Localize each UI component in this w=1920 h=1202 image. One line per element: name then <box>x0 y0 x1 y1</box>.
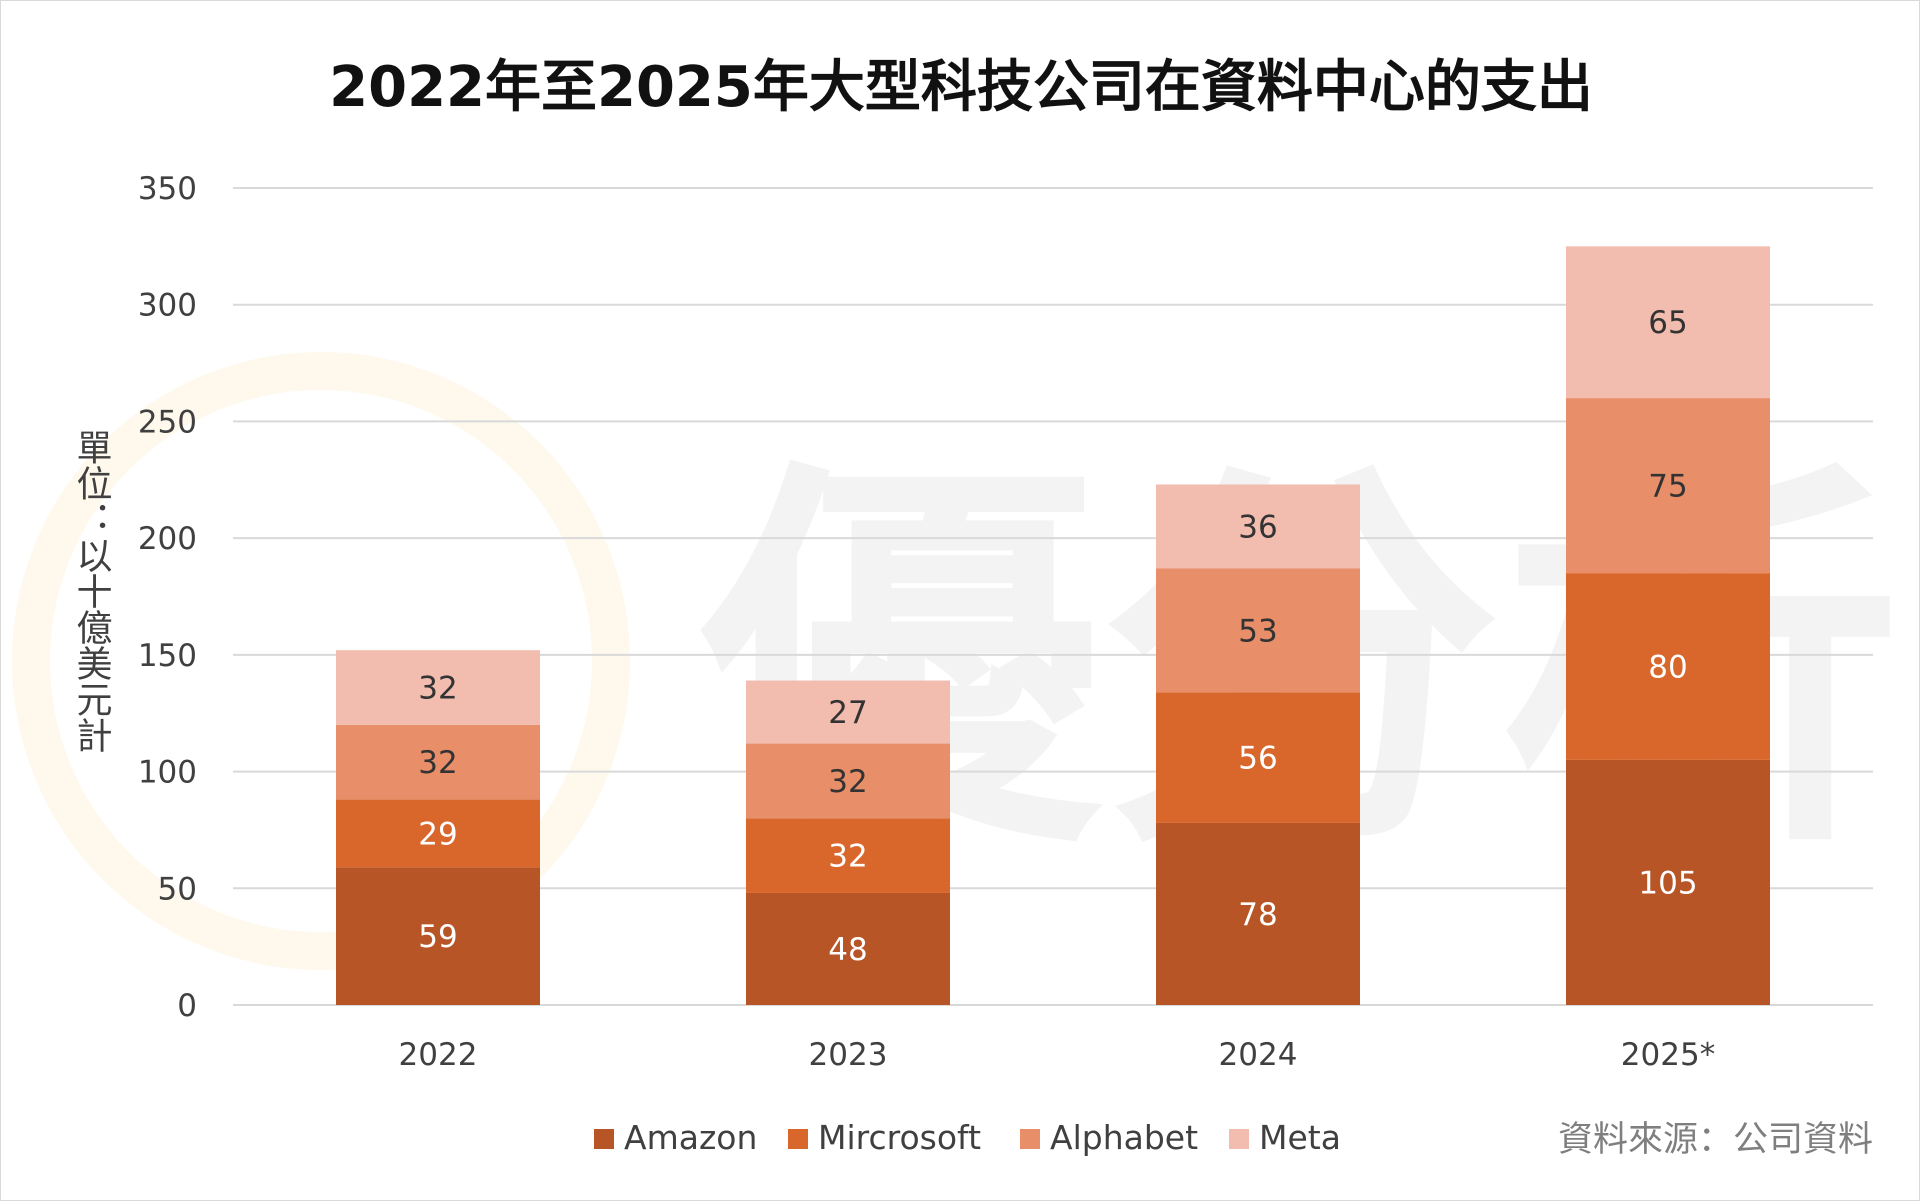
legend-swatch <box>594 1129 614 1149</box>
data-label: 32 <box>828 764 867 800</box>
data-label: 56 <box>1238 741 1277 777</box>
bar-segment-amazon-2022 <box>336 867 540 1005</box>
legend-swatch <box>788 1129 808 1149</box>
legend: Amazon Mircrosoft Alphabet Meta <box>594 1118 1341 1157</box>
x-category-label: 2022 <box>399 1037 478 1073</box>
data-label: 32 <box>418 671 457 707</box>
legend-swatch <box>1229 1129 1249 1149</box>
bar-segment-meta-2023 <box>746 680 950 744</box>
data-label: 32 <box>828 839 867 875</box>
data-label: 53 <box>1238 613 1277 649</box>
x-category-label: 2024 <box>1219 1037 1298 1073</box>
bar-segment-amazon-2023 <box>746 892 950 1005</box>
y-tick-label: 300 <box>138 288 197 324</box>
bar-segment-meta-2024 <box>1156 484 1360 569</box>
bar-segment-alphabet-2024 <box>1156 568 1360 693</box>
bar-segment-alphabet-2022 <box>336 724 540 800</box>
y-tick-label: 200 <box>138 521 197 557</box>
legend-label: Mircrosoft <box>818 1118 981 1157</box>
data-label: 27 <box>828 695 867 731</box>
legend-swatch <box>1020 1129 1040 1149</box>
bar-segment-alphabet-2023 <box>746 743 950 819</box>
y-tick-label: 150 <box>138 638 197 674</box>
data-label: 65 <box>1648 305 1687 341</box>
y-tick-label: 0 <box>177 988 197 1024</box>
data-labels: 59 29 32 32 48 32 32 27 78 56 53 36 105 80 75 65 <box>418 305 1697 968</box>
x-category-label: 2023 <box>809 1037 888 1073</box>
x-axis-categories: 2022 2023 2024 2025* <box>399 1037 1716 1073</box>
watermark-ring <box>12 352 630 970</box>
data-label: 32 <box>418 745 457 781</box>
y-tick-label: 350 <box>138 171 197 207</box>
bar-segment-amazon-2025* <box>1566 759 1770 1005</box>
legend-label: Meta <box>1259 1118 1341 1157</box>
y-tick-label: 50 <box>158 871 197 907</box>
bar-segment-mircrosoft-2024 <box>1156 692 1360 823</box>
bar-segment-mircrosoft-2022 <box>336 799 540 868</box>
data-label: 29 <box>418 816 457 852</box>
bar-segment-mircrosoft-2023 <box>746 818 950 893</box>
y-tick-label: 100 <box>138 755 197 791</box>
bar-segment-meta-2025* <box>1566 246 1770 399</box>
x-category-label: 2025* <box>1621 1037 1715 1073</box>
chart-title: 2022年至2025年大型科技公司在資料中心的支出 <box>329 55 1593 120</box>
data-label: 78 <box>1238 897 1277 933</box>
data-label: 105 <box>1638 865 1697 901</box>
y-tick-label: 250 <box>138 404 197 440</box>
data-label: 48 <box>828 932 867 968</box>
bar-segment-amazon-2024 <box>1156 822 1360 1005</box>
data-label: 75 <box>1648 469 1687 505</box>
legend-label: Alphabet <box>1050 1118 1198 1157</box>
bars <box>336 246 1770 1005</box>
legend-label: Amazon <box>624 1118 757 1157</box>
source-note: 資料來源：公司資料 <box>1558 1120 1873 1160</box>
bar-segment-mircrosoft-2025* <box>1566 573 1770 760</box>
bar-segment-meta-2022 <box>336 650 540 725</box>
bar-segment-alphabet-2025* <box>1566 398 1770 574</box>
y-axis-ticks: 0 50 100 150 200 250 300 350 <box>138 171 197 1024</box>
data-label: 80 <box>1648 650 1687 686</box>
data-label: 36 <box>1238 509 1277 545</box>
data-label: 59 <box>418 919 457 955</box>
y-axis-label: 單位：以十億美元計 <box>71 429 112 753</box>
